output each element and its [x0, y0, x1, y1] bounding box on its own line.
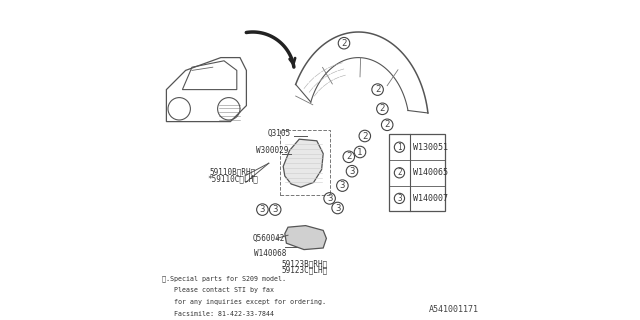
Text: 3: 3 [327, 194, 332, 203]
Text: 3: 3 [273, 205, 278, 214]
Text: W140068: W140068 [254, 249, 287, 258]
Bar [280, 130, 330, 195]
Text: W300029: W300029 [256, 146, 289, 155]
Text: 2: 2 [362, 132, 367, 140]
Text: W140007: W140007 [413, 194, 447, 203]
Text: Please contact STI by fax: Please contact STI by fax [161, 287, 274, 293]
Text: 2: 2 [380, 104, 385, 113]
Text: 2: 2 [375, 85, 380, 94]
Text: A541001171: A541001171 [428, 305, 479, 314]
Text: 1: 1 [357, 148, 363, 156]
Polygon shape [283, 139, 323, 187]
Text: ※.Special parts for S209 model.: ※.Special parts for S209 model. [161, 275, 285, 282]
Text: 59123C〈LH〉: 59123C〈LH〉 [282, 266, 328, 275]
Bar [388, 134, 445, 211]
Text: 59123B〈RH〉: 59123B〈RH〉 [282, 259, 328, 268]
Text: for any inquiries except for ordering.: for any inquiries except for ordering. [161, 299, 326, 305]
Text: 3: 3 [335, 204, 340, 212]
Text: W140065: W140065 [413, 168, 447, 177]
Text: 3: 3 [340, 181, 345, 190]
Text: 2: 2 [346, 152, 351, 161]
Text: Q560042: Q560042 [252, 234, 285, 243]
Text: 59110B〈RH〉: 59110B〈RH〉 [210, 167, 256, 176]
Text: 2: 2 [385, 120, 390, 129]
Polygon shape [285, 226, 326, 250]
Text: 2: 2 [341, 39, 347, 48]
Text: 1: 1 [397, 143, 402, 152]
Text: 3: 3 [260, 205, 265, 214]
Text: 2: 2 [397, 168, 402, 177]
Text: *59110C〈LH〉: *59110C〈LH〉 [207, 174, 258, 183]
Text: Q3105: Q3105 [268, 129, 291, 138]
Text: W130051: W130051 [413, 143, 447, 152]
Text: 3: 3 [397, 194, 402, 203]
Text: 3: 3 [349, 167, 355, 176]
Text: Facsimile: 81-422-33-7844: Facsimile: 81-422-33-7844 [161, 311, 274, 317]
